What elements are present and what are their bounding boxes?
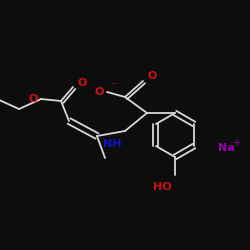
Text: HO: HO — [154, 182, 172, 192]
Text: O: O — [94, 87, 104, 97]
Text: O: O — [28, 94, 38, 104]
Text: ⁻: ⁻ — [111, 81, 116, 91]
Text: Na: Na — [218, 143, 235, 153]
Text: +: + — [232, 138, 240, 148]
Text: O: O — [147, 71, 156, 81]
Text: O: O — [77, 78, 86, 88]
Text: NH: NH — [104, 139, 122, 149]
